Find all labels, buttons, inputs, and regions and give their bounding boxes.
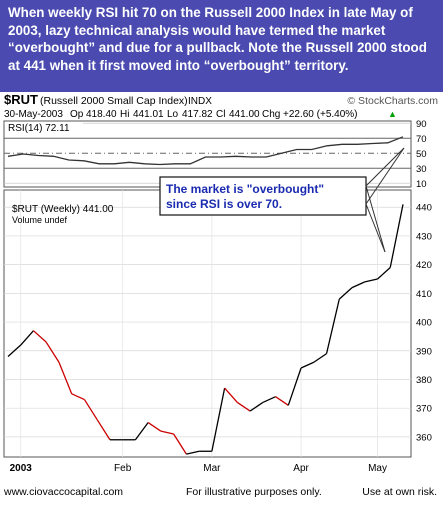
price-segment: [262, 396, 276, 404]
price-tick-label: 370: [416, 404, 432, 415]
footer-disclaimer: For illustrative purposes only.: [186, 486, 322, 498]
price-segment: [33, 330, 47, 343]
price-segment: [96, 419, 111, 441]
quote-lo-value: 417.82: [182, 109, 213, 120]
x-tick-label: Apr: [293, 463, 309, 474]
x-tick-label: 2003: [10, 463, 33, 474]
price-segment: [236, 401, 251, 412]
annotation-line-1: The market is "overbought": [166, 182, 324, 196]
volume-legend: Volume undef: [12, 215, 68, 225]
price-tick-label: 400: [416, 318, 432, 329]
price-segment: [275, 396, 289, 406]
quote-hi-value: 441.01: [133, 109, 164, 120]
price-series: [7, 204, 404, 455]
x-tick-label: May: [368, 463, 387, 474]
x-tick-label: Mar: [203, 463, 221, 474]
price-gridlines: [4, 190, 411, 457]
price-tick-label: 440: [416, 203, 432, 214]
quote-line: 30-May-2003 Op 418.40 Hi 441.01 Lo 417.8…: [4, 109, 397, 120]
rsi-tick-label: 10: [416, 179, 427, 190]
footer-risk-note: Use at own risk.: [362, 486, 437, 498]
price-panel: 360 370 380 390 400 410 420 430 440 $RUT (Weekly…: [3, 189, 432, 474]
price-segment: [58, 362, 73, 395]
rsi-tick-label: 50: [416, 149, 427, 160]
quote-chg-label: Chg: [262, 109, 280, 120]
price-segment: [211, 387, 226, 452]
price-segment: [300, 361, 315, 369]
annotation-pointer-rsi-2: [365, 147, 405, 205]
chart-index-name: (Russell 2000 Small Cap Index): [40, 95, 188, 107]
quote-lo-label: Lo: [167, 109, 179, 120]
x-axis-labels: 2003 Feb Mar Apr May: [10, 463, 387, 474]
price-tick-label: 420: [416, 260, 432, 271]
quote-date: 30-May-2003: [4, 109, 63, 120]
price-segment: [224, 387, 238, 403]
overbought-annotation: The market is "overbought" since RSI is …: [159, 147, 405, 253]
annotation-pointer-price: [365, 185, 386, 253]
price-axis-ticks: 360 370 380 390 400 410 420 430 440: [416, 203, 432, 444]
price-segment: [186, 450, 200, 455]
quote-cl-label: Cl: [216, 109, 225, 120]
quote-op-label: Op: [70, 109, 84, 120]
rsi-tick-label: 90: [416, 119, 427, 130]
intro-banner: When weekly RSI hit 70 on the Russell 20…: [0, 0, 443, 92]
stock-chart: $RUT (Russell 2000 Small Cap Index) INDX…: [3, 92, 438, 474]
footer: www.ciovaccocapital.com For illustrative…: [0, 483, 443, 505]
annotation-line-2: since RSI is over 70.: [166, 197, 282, 211]
price-segment: [20, 330, 34, 346]
intro-text: When weekly RSI hit 70 on the Russell 20…: [8, 5, 427, 73]
x-tick-label: Feb: [114, 463, 132, 474]
price-segment: [147, 422, 162, 432]
price-segment: [325, 298, 340, 354]
price-segment: [377, 267, 391, 280]
price-legend: $RUT (Weekly) 441.00: [12, 204, 114, 215]
annotation-pointer-price-2: [365, 203, 386, 253]
quote-chg-value: +22.60 (+5.40%): [283, 109, 358, 120]
quote-hi-label: Hi: [120, 109, 129, 120]
chart-symbol: $RUT: [4, 92, 38, 107]
chg-up-arrow-icon: ▲: [388, 109, 397, 119]
price-tick-label: 360: [416, 432, 432, 443]
price-tick-label: 390: [416, 346, 432, 357]
stockcharts-watermark: © StockCharts.com: [347, 95, 438, 107]
rsi-tick-label: 30: [416, 164, 427, 175]
price-segment: [160, 430, 174, 435]
price-segment: [134, 422, 149, 441]
price-segment: [45, 341, 60, 363]
price-segment: [7, 344, 22, 357]
quote-cl-value: 441.00: [229, 109, 260, 120]
annotation-pointer-rsi: [365, 147, 405, 187]
price-segment: [173, 433, 187, 455]
rsi-series-line: [7, 136, 404, 166]
chart-exchange: INDX: [188, 96, 212, 107]
rsi-tick-label: 70: [416, 134, 427, 145]
price-segment: [338, 287, 353, 300]
price-segment: [83, 399, 98, 421]
price-tick-label: 380: [416, 375, 432, 386]
price-tick-label: 410: [416, 289, 432, 300]
annotation-box: [159, 176, 367, 216]
price-segment: [71, 393, 85, 401]
price-segment: [287, 367, 302, 406]
price-segment: [313, 353, 327, 363]
price-segment: [249, 401, 264, 412]
price-segment: [364, 278, 378, 283]
footer-website: www.ciovaccocapital.com: [4, 486, 124, 498]
price-segment: [389, 204, 404, 268]
quote-op-value: 418.40: [86, 109, 117, 120]
rsi-axis-ticks: 10 30 50 70 90: [416, 119, 427, 190]
rsi-legend: RSI(14) 72.11: [8, 123, 70, 134]
price-segment: [351, 281, 366, 289]
price-tick-label: 430: [416, 231, 432, 242]
